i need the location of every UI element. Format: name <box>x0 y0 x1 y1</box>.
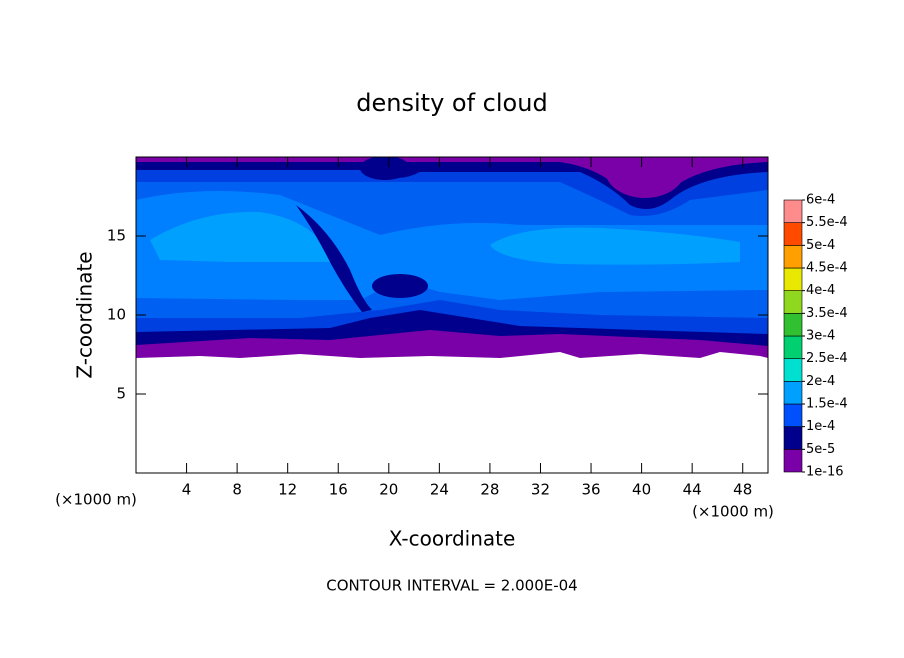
colorbar-band <box>783 403 803 427</box>
y-tick-label: 10 <box>107 306 126 324</box>
footnote: CONTOUR INTERVAL = 2.000E-04 <box>326 577 577 595</box>
x-tick-label: 40 <box>632 481 651 499</box>
x-tick-label: 16 <box>329 481 348 499</box>
colorbar-label: 4.5e-4 <box>806 261 848 276</box>
colorbar-label: 5e-4 <box>806 238 835 253</box>
colorbar-label: 5.5e-4 <box>806 215 848 230</box>
y-tick-label: 15 <box>107 227 126 245</box>
colorbar-band <box>783 245 803 269</box>
colorbar-label: 1.5e-4 <box>806 397 848 412</box>
field-region <box>605 157 685 198</box>
colorbar-label: 1e-4 <box>806 419 835 434</box>
colorbar-label: 6e-4 <box>806 193 835 208</box>
colorbar-band <box>783 426 803 450</box>
colorbar-band <box>783 449 803 473</box>
colorbar-label: 3e-4 <box>806 329 835 344</box>
colorbar-label: 3.5e-4 <box>806 306 848 321</box>
field-region <box>490 227 740 265</box>
colorbar-band <box>783 222 803 246</box>
x-axis-label: X-coordinate <box>389 527 516 551</box>
x-tick-label: 44 <box>683 481 702 499</box>
chart-title: density of cloud <box>356 89 547 117</box>
x-tick-label: 36 <box>581 481 600 499</box>
x-tick-label: 32 <box>531 481 550 499</box>
x-tick-label: 20 <box>379 481 398 499</box>
field <box>136 157 768 358</box>
colorbar-label: 2.5e-4 <box>806 351 848 366</box>
x-tick-label: 4 <box>182 481 192 499</box>
y-tick-label: 5 <box>116 385 126 403</box>
colorbar-label: 4e-4 <box>806 283 835 298</box>
y-axis-label: Z-coordinate <box>73 251 97 378</box>
colorbar-band <box>783 313 803 337</box>
x-tick-label: 24 <box>430 481 449 499</box>
colorbar-band <box>783 290 803 314</box>
x-tick-label: 48 <box>733 481 752 499</box>
field-region <box>372 274 428 298</box>
colorbar-label: 2e-4 <box>806 374 835 389</box>
x-tick-label: 28 <box>480 481 499 499</box>
colorbar-label: 5e-5 <box>806 442 835 457</box>
colorbar-band <box>783 381 803 405</box>
x-tick-label: 12 <box>278 481 297 499</box>
colorbar-band <box>783 267 803 291</box>
x-unit-label: (×1000 m) <box>692 503 774 521</box>
field-region <box>296 205 372 312</box>
x-tick-label: 8 <box>232 481 242 499</box>
colorbar-band <box>783 199 803 223</box>
y-unit-label: (×1000 m) <box>55 491 137 509</box>
field-region <box>150 211 340 262</box>
field-region <box>360 157 410 180</box>
colorbar-band <box>783 335 803 359</box>
colorbar-label: 1e-16 <box>806 465 844 480</box>
colorbar-band <box>783 358 803 382</box>
field-region <box>136 191 768 300</box>
